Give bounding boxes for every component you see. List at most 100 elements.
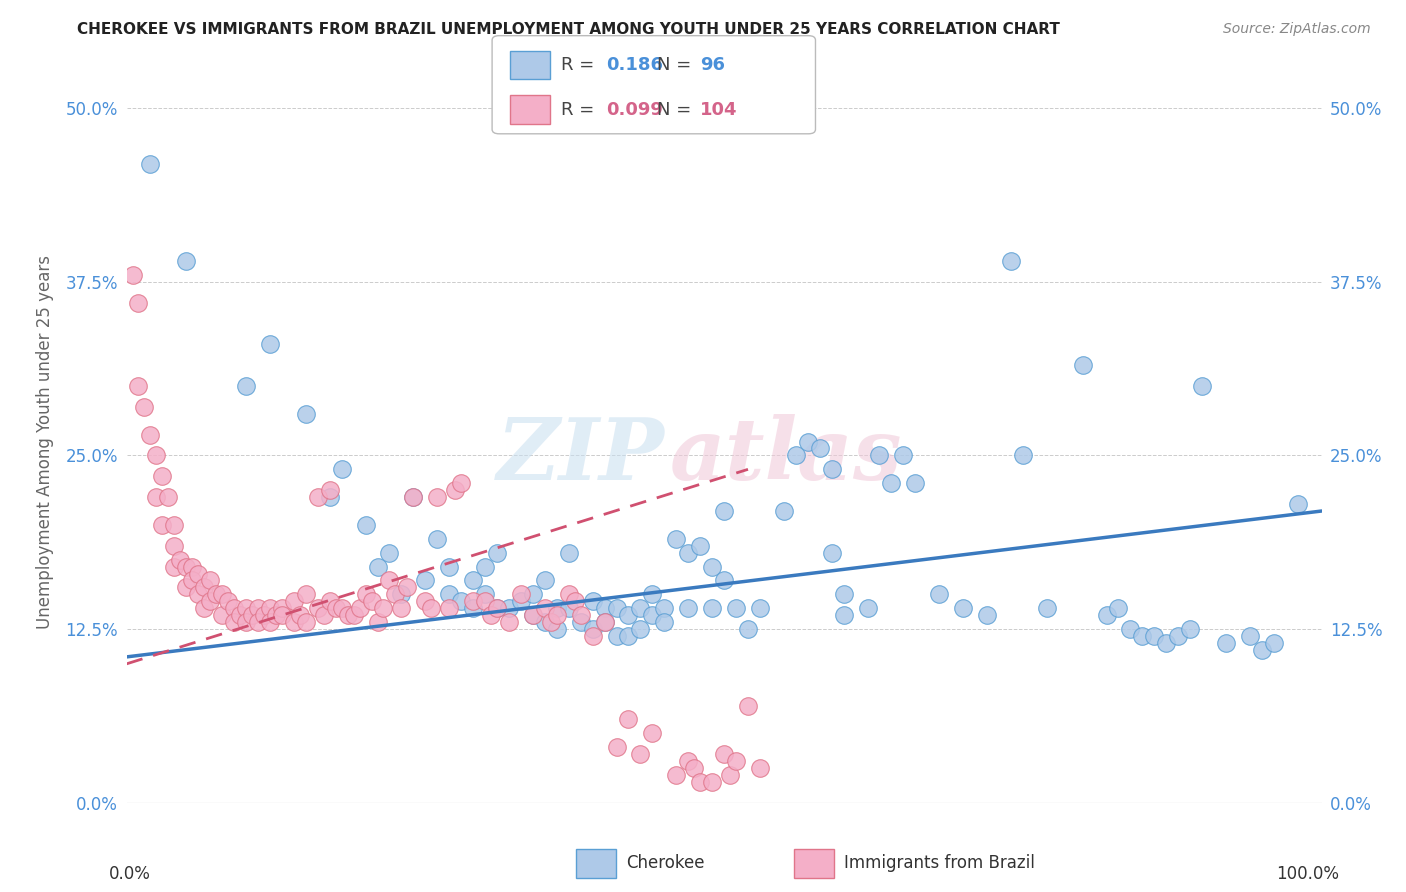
Point <box>240 608 263 623</box>
Point <box>384 587 406 601</box>
Point <box>725 754 748 768</box>
Point <box>569 608 592 623</box>
Point <box>546 608 568 623</box>
Point <box>891 449 914 463</box>
Point <box>676 546 699 560</box>
Point <box>498 601 520 615</box>
Point <box>509 594 531 608</box>
Point <box>928 587 950 601</box>
Point <box>700 775 723 789</box>
Point <box>498 615 520 630</box>
Point <box>307 490 329 504</box>
Point <box>163 539 186 553</box>
Point <box>546 601 568 615</box>
Text: atlas: atlas <box>671 414 903 498</box>
Point <box>1130 629 1153 643</box>
Point <box>628 622 651 636</box>
Point <box>349 601 371 615</box>
Point <box>676 754 699 768</box>
Point <box>617 608 640 623</box>
Text: 104: 104 <box>700 101 738 119</box>
Point <box>832 608 855 623</box>
Point <box>391 587 413 601</box>
Point <box>312 608 335 623</box>
Point <box>713 504 735 518</box>
Point <box>163 559 186 574</box>
Point <box>1011 449 1033 463</box>
Point <box>294 587 316 601</box>
Point <box>402 490 425 504</box>
Point <box>605 629 627 643</box>
Point <box>259 601 281 615</box>
Point <box>1178 622 1201 636</box>
Point <box>546 622 568 636</box>
Point <box>187 587 209 601</box>
Point <box>169 552 191 566</box>
Point <box>1167 629 1189 643</box>
Point <box>820 462 842 476</box>
Point <box>366 615 388 630</box>
Point <box>439 587 461 601</box>
Point <box>474 594 496 608</box>
Point <box>420 601 443 615</box>
Point <box>593 601 616 615</box>
Text: 100.0%: 100.0% <box>1277 865 1340 883</box>
Point <box>413 574 436 588</box>
Point <box>253 608 276 623</box>
Point <box>718 768 741 782</box>
Text: Immigrants from Brazil: Immigrants from Brazil <box>844 855 1035 872</box>
Point <box>222 601 246 615</box>
Point <box>259 615 281 630</box>
Point <box>808 442 831 456</box>
Text: R =: R = <box>561 101 600 119</box>
Point <box>617 713 640 727</box>
Text: R =: R = <box>561 56 600 74</box>
Point <box>439 601 461 615</box>
Point <box>1143 629 1166 643</box>
Point <box>1215 636 1237 650</box>
Point <box>193 581 215 595</box>
Point <box>461 574 484 588</box>
Point <box>522 608 544 623</box>
Point <box>193 601 215 615</box>
Point <box>174 559 197 574</box>
Point <box>564 594 586 608</box>
Point <box>145 490 167 504</box>
Point <box>713 574 735 588</box>
Point <box>748 601 770 615</box>
Point <box>557 587 581 601</box>
Point <box>378 546 401 560</box>
Point <box>1108 601 1130 615</box>
Point <box>247 615 270 630</box>
Point <box>486 601 509 615</box>
Point <box>652 601 675 615</box>
Point <box>479 608 502 623</box>
Point <box>259 337 281 351</box>
Point <box>200 594 222 608</box>
Point <box>127 295 149 310</box>
Point <box>307 601 329 615</box>
Point <box>157 490 180 504</box>
Point <box>581 622 603 636</box>
Point <box>205 587 228 601</box>
Point <box>264 608 287 623</box>
Point <box>1250 643 1272 657</box>
Text: 96: 96 <box>700 56 725 74</box>
Point <box>880 476 903 491</box>
Point <box>581 629 603 643</box>
Point <box>773 504 796 518</box>
Point <box>121 268 143 282</box>
Point <box>318 483 342 498</box>
Point <box>1035 601 1057 615</box>
Point <box>856 601 879 615</box>
Point <box>402 490 425 504</box>
Point <box>150 469 174 483</box>
Point <box>187 566 209 581</box>
Point <box>444 483 467 498</box>
Point <box>270 608 292 623</box>
Point <box>1239 629 1261 643</box>
Point <box>318 490 342 504</box>
Point <box>288 608 311 623</box>
Point <box>247 601 270 615</box>
Point <box>294 407 316 421</box>
